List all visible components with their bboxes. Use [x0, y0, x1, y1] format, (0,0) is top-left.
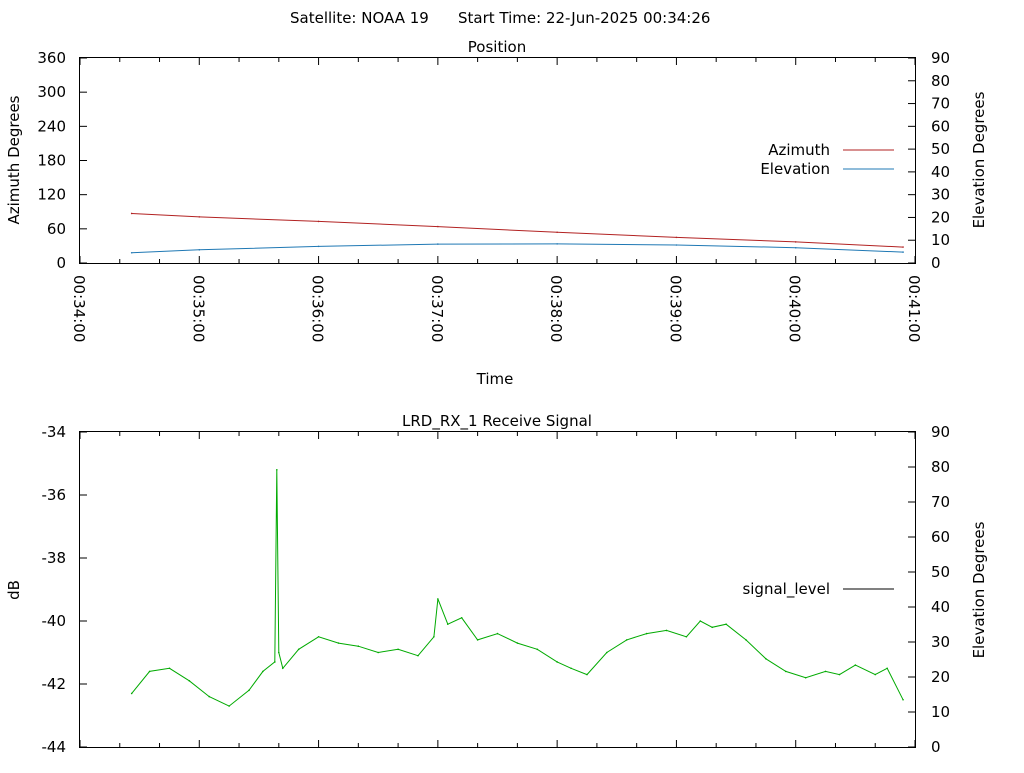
db-axis-title: dB — [5, 580, 23, 600]
y-tick-label: 60 — [47, 220, 66, 238]
position-chart: Position Azimuth Degrees Elevation Degre… — [5, 38, 988, 388]
start-time-label: Start Time: 22-Jun-2025 00:34:26 — [458, 9, 710, 27]
y2-tick-label: 50 — [931, 140, 950, 158]
y2-tick-label: 70 — [931, 95, 950, 113]
y2-tick-label: 20 — [931, 208, 950, 226]
receive-signal-chart: LRD_RX_1 Receive Signal dB Elevation Deg… — [5, 412, 988, 756]
y-tick-label: -40 — [42, 612, 67, 630]
y2-tick-label: 80 — [931, 458, 950, 476]
y2-tick-label: 10 — [931, 231, 950, 249]
y-tick-label: -42 — [42, 675, 67, 693]
x-tick-label: 00:36:00 — [309, 275, 327, 342]
y-tick-label: 360 — [37, 49, 66, 67]
y-tick-label: 180 — [37, 152, 66, 170]
series-line-Elevation — [131, 243, 904, 254]
satellite-label: Satellite: NOAA 19 — [290, 9, 429, 27]
y2-tick-label: 60 — [931, 117, 950, 135]
x-tick-label: 00:35:00 — [189, 275, 207, 342]
y2-tick-label: 0 — [931, 254, 941, 272]
y2-tick-label: 80 — [931, 72, 950, 90]
receive-signal-chart-title: LRD_RX_1 Receive Signal — [402, 412, 592, 431]
elevation-axis-title-bottom: Elevation Degrees — [970, 521, 988, 658]
y-tick-label: -38 — [42, 549, 67, 567]
x-tick-label: 00:39:00 — [666, 275, 684, 342]
y2-tick-label: 40 — [931, 163, 950, 181]
legend-label-Elevation: Elevation — [760, 160, 830, 178]
y2-tick-label: 90 — [931, 49, 950, 67]
signal-plot-frame — [79, 431, 916, 748]
legend-label-signal_level: signal_level — [742, 580, 830, 599]
x-tick-label: 00:41:00 — [905, 275, 923, 342]
x-tick-label: 00:37:00 — [428, 275, 446, 342]
y-tick-label: 240 — [37, 117, 66, 135]
elevation-axis-title-top: Elevation Degrees — [970, 91, 988, 228]
y-tick-label: 300 — [37, 83, 66, 101]
y2-tick-label: 90 — [931, 423, 950, 441]
y-tick-label: 120 — [37, 186, 66, 204]
y-tick-label: -34 — [42, 423, 67, 441]
y2-tick-label: 40 — [931, 598, 950, 616]
y2-tick-label: 30 — [931, 186, 950, 204]
y2-tick-label: 60 — [931, 528, 950, 546]
y2-tick-label: 20 — [931, 668, 950, 686]
series-line-signal_level — [131, 469, 904, 707]
time-axis-title: Time — [476, 370, 514, 388]
y-tick-label: -44 — [42, 738, 67, 756]
y2-tick-label: 0 — [931, 738, 941, 756]
y2-tick-label: 30 — [931, 633, 950, 651]
position-chart-title: Position — [468, 38, 526, 56]
y2-tick-label: 10 — [931, 703, 950, 721]
position-plot-frame — [79, 57, 916, 264]
y-tick-label: -36 — [42, 486, 67, 504]
series-line-Azimuth — [131, 213, 904, 248]
y-tick-label: 0 — [56, 254, 66, 272]
y2-tick-label: 50 — [931, 563, 950, 581]
azimuth-axis-title: Azimuth Degrees — [5, 95, 23, 224]
y2-tick-label: 70 — [931, 493, 950, 511]
legend-label-Azimuth: Azimuth — [768, 141, 830, 159]
x-tick-label: 00:38:00 — [547, 275, 565, 342]
x-tick-label: 00:34:00 — [70, 275, 88, 342]
x-tick-label: 00:40:00 — [786, 275, 804, 342]
